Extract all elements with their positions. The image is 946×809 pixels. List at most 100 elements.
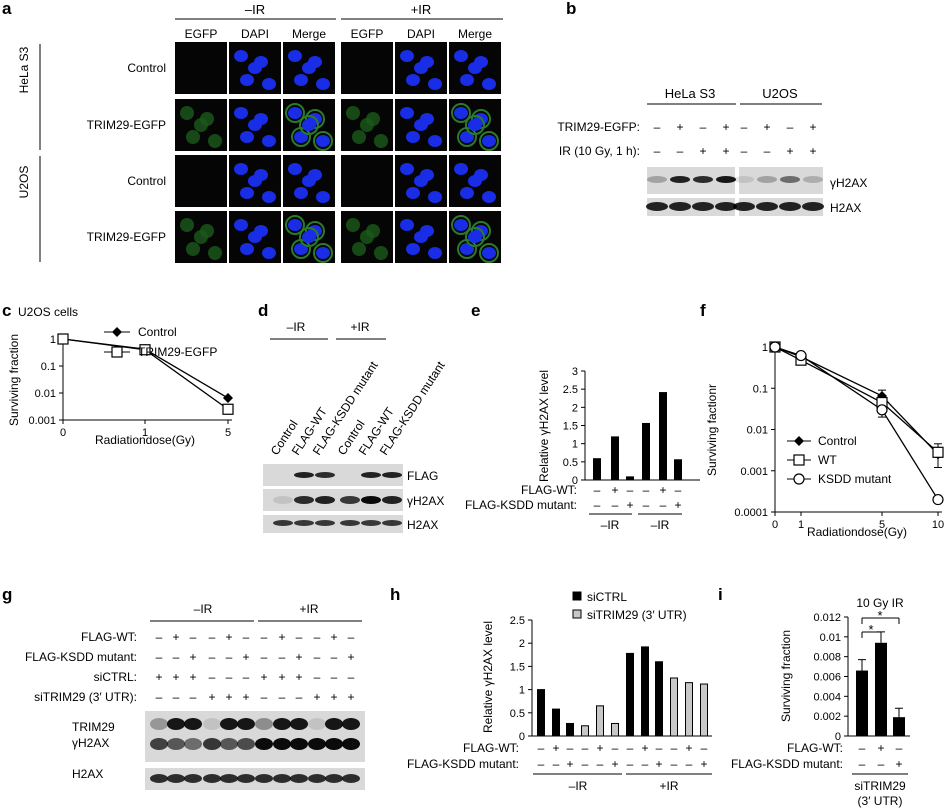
blot-band: [646, 202, 668, 211]
x-tick-label: 10: [932, 519, 944, 531]
channel-label: Merge: [458, 27, 492, 41]
y-tick-label: 1: [50, 334, 56, 346]
x-axis-label: Radiationdose(Gy): [95, 433, 195, 447]
lane-sign: +: [786, 144, 793, 158]
blot-label: H2AX: [830, 201, 861, 215]
dapi-nucleus: [460, 74, 474, 86]
blot-strip: [647, 198, 735, 216]
blot-band: [325, 738, 343, 750]
lane-sign: +: [208, 690, 215, 704]
dapi-nucleus: [482, 135, 496, 147]
row-label: TRIM29-EGFP: [87, 230, 166, 244]
dapi-nucleus: [262, 78, 276, 90]
dapi-nucleus: [460, 131, 474, 143]
lane-sign: –: [741, 120, 748, 134]
lane-sign: –: [594, 498, 601, 512]
blot-band: [203, 774, 221, 783]
dapi-nucleus: [414, 62, 428, 74]
dapi-nucleus: [428, 78, 442, 90]
merge-egfp: [285, 215, 305, 235]
lane-sign: +: [722, 120, 729, 134]
lane-sign: –: [582, 741, 589, 755]
row-label: FLAG-WT:: [521, 483, 577, 497]
lane-sign: +: [809, 120, 816, 134]
egfp-signal: [186, 130, 200, 144]
x-axis-label: Radiationdose(Gy): [807, 525, 907, 539]
y-tick-label: 1: [762, 342, 768, 354]
blot-band: [734, 176, 754, 183]
row-label: FLAG-KSDD mutant:: [407, 757, 519, 771]
lane-sign: –: [594, 483, 601, 497]
lane-sign: –: [627, 483, 634, 497]
dapi-nucleus: [294, 243, 308, 255]
y-tick-label: 1: [519, 685, 525, 697]
dapi-nucleus: [316, 78, 330, 90]
lane-sign: +: [659, 483, 666, 497]
dapi-nucleus: [468, 231, 482, 243]
y-tick-label: 1.5: [510, 661, 525, 673]
row-label: IR (10 Gy, 1 h):: [559, 144, 640, 158]
bar: [641, 646, 649, 737]
dapi-nucleus: [400, 50, 414, 62]
row-label: FLAG-WT:: [463, 741, 519, 755]
row-label: siTRIM29 (3′ UTR):: [34, 690, 137, 704]
group-label: –IR: [245, 2, 265, 17]
merge-egfp: [313, 243, 333, 263]
blot-band: [315, 472, 335, 478]
data-point: [139, 344, 151, 356]
lane-sign: –: [296, 630, 303, 644]
blot-band: [290, 718, 308, 730]
dapi-nucleus: [482, 247, 496, 259]
blot-band: [150, 718, 168, 730]
y-tick-label: 2.5: [510, 615, 525, 627]
dapi-nucleus: [288, 163, 302, 175]
blot-band: [692, 202, 714, 211]
lane-sign: –: [226, 650, 233, 664]
legend-marker: [794, 436, 804, 446]
merge-egfp: [451, 215, 471, 235]
lane-sign: +: [242, 650, 249, 664]
lane-sign: +: [295, 670, 302, 684]
lane-sign: +: [225, 630, 232, 644]
lane-sign: +: [685, 741, 692, 755]
y-tick-label: 3: [572, 366, 578, 378]
lane-sign: –: [700, 120, 707, 134]
legend-label: Control: [818, 434, 857, 448]
blot-band: [361, 472, 381, 478]
lane-sign: +: [189, 670, 196, 684]
dapi-nucleus: [294, 74, 308, 86]
lane-sign: –: [190, 690, 197, 704]
channel-label: EGFP: [351, 27, 384, 41]
y-tick-label: 0: [835, 731, 841, 743]
dapi-nucleus: [262, 191, 276, 203]
lane-sign: –: [612, 741, 619, 755]
legend-label: siTRIM29 (3′ UTR): [587, 608, 687, 622]
data-point: [876, 404, 888, 416]
panel-letter-i: i: [718, 585, 723, 604]
dapi-nucleus: [400, 219, 414, 231]
dapi-nucleus: [414, 119, 428, 131]
lane-sign: +: [809, 144, 816, 158]
blot-band: [220, 738, 238, 750]
blot-band: [308, 718, 326, 730]
lane-sign: +: [155, 670, 162, 684]
lane-sign: –: [173, 690, 180, 704]
group-label: –IR: [601, 518, 620, 532]
group-label: (3′ UTR): [858, 794, 903, 808]
lane-sign: –: [686, 757, 693, 771]
data-point: [932, 493, 944, 506]
dapi-nucleus: [234, 50, 248, 62]
lane-sign: +: [330, 690, 337, 704]
bar: [552, 708, 560, 737]
y-axis-label: Surviving fraction: [779, 630, 793, 722]
y-tick-label: 1: [572, 439, 578, 451]
y-tick-label: 0.008: [813, 652, 841, 664]
row-label: FLAG-WT:: [81, 630, 137, 644]
egfp-signal: [352, 130, 366, 144]
bar: [626, 652, 634, 737]
blot-band: [294, 496, 314, 504]
lane-sign: +: [566, 757, 573, 771]
blot-band: [342, 774, 360, 783]
lane-sign: –: [243, 670, 250, 684]
data-point: [932, 446, 944, 458]
